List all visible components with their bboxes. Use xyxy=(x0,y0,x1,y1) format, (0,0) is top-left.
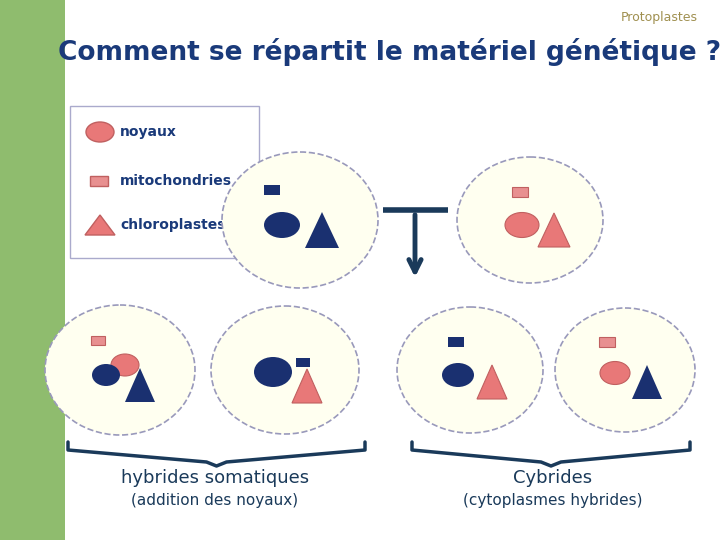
Text: (cytoplasmes hybrides): (cytoplasmes hybrides) xyxy=(463,492,643,508)
Text: noyaux: noyaux xyxy=(120,125,177,139)
Ellipse shape xyxy=(111,354,139,376)
Polygon shape xyxy=(292,369,322,403)
Text: Protoplastes: Protoplastes xyxy=(621,11,698,24)
Polygon shape xyxy=(477,365,507,399)
Polygon shape xyxy=(538,213,570,247)
Ellipse shape xyxy=(442,363,474,387)
Ellipse shape xyxy=(92,364,120,386)
Bar xyxy=(264,185,280,195)
Ellipse shape xyxy=(264,212,300,238)
Text: chloroplastes: chloroplastes xyxy=(120,218,225,232)
Bar xyxy=(448,337,464,347)
Bar xyxy=(91,335,105,345)
Polygon shape xyxy=(125,368,155,402)
Bar xyxy=(296,357,310,367)
Polygon shape xyxy=(85,215,115,235)
Bar xyxy=(0,0,65,540)
Polygon shape xyxy=(632,365,662,399)
Text: (addition des noyaux): (addition des noyaux) xyxy=(132,492,299,508)
Bar xyxy=(90,176,108,186)
FancyBboxPatch shape xyxy=(70,106,259,258)
Text: Cybrides: Cybrides xyxy=(513,469,593,487)
Ellipse shape xyxy=(222,152,378,288)
Text: hybrides somatiques: hybrides somatiques xyxy=(121,469,309,487)
Ellipse shape xyxy=(505,213,539,238)
Text: Comment se répartit le matériel génétique ?: Comment se répartit le matériel génétiqu… xyxy=(58,38,720,66)
Ellipse shape xyxy=(555,308,695,432)
Ellipse shape xyxy=(457,157,603,283)
Ellipse shape xyxy=(600,361,630,384)
Polygon shape xyxy=(305,212,339,248)
Ellipse shape xyxy=(86,122,114,142)
Ellipse shape xyxy=(254,357,292,387)
Ellipse shape xyxy=(397,307,543,433)
Ellipse shape xyxy=(211,306,359,434)
Text: mitochondries: mitochondries xyxy=(120,174,232,188)
Bar xyxy=(599,337,615,347)
Ellipse shape xyxy=(45,305,195,435)
Bar xyxy=(512,187,528,197)
